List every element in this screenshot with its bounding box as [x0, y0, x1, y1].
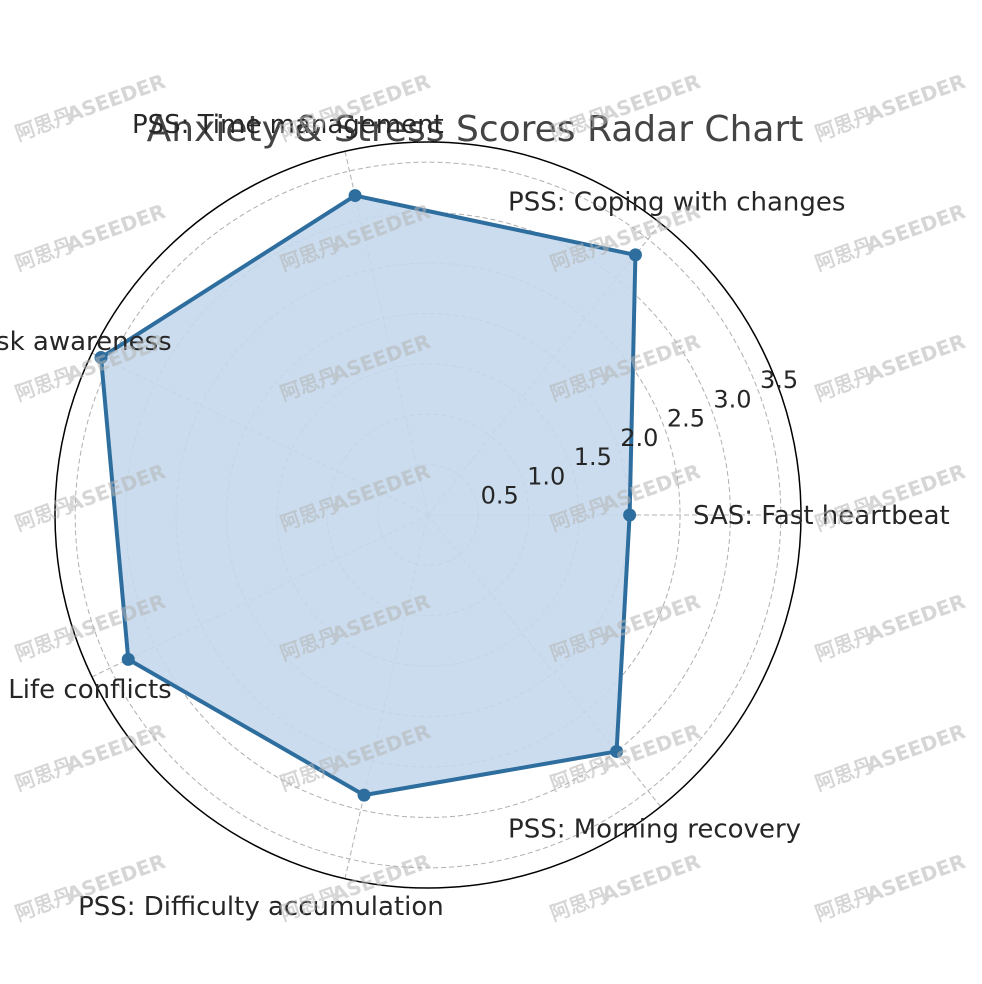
series-area [99, 193, 638, 798]
category-label: PSS: Morning recovery [508, 815, 801, 845]
data-point [623, 508, 637, 522]
radial-tick-labels: 0.5 1.0 1.5 2.0 2.5 3.0 3.5 [481, 366, 799, 510]
radial-tick-label: 2.5 [667, 405, 705, 433]
watermark-text: ASEEDER [64, 199, 169, 257]
watermark-text: ASEEDER [864, 849, 969, 907]
radial-tick-label: 0.5 [481, 482, 519, 510]
watermark-text: ASEEDER [864, 199, 969, 257]
watermark-text: ASEEDER [864, 719, 969, 777]
watermark-text: ASEEDER [864, 69, 969, 127]
data-point [121, 652, 135, 666]
watermark-text: ASEEDER [64, 719, 169, 777]
category-label: PSS: Difficulty accumulation [78, 892, 444, 922]
category-label: SAS: Fast heartbeat [693, 501, 950, 531]
outer-frame [54, 141, 802, 889]
watermark-text: ASEEDER [599, 849, 704, 907]
radial-tick-label: 2.0 [620, 424, 658, 452]
radial-tick-label: 1.5 [574, 443, 612, 471]
radar-data [94, 189, 642, 802]
radial-tick-label: 3.5 [760, 366, 798, 394]
watermark-text: ASEEDER [864, 589, 969, 647]
watermark-text: ASEEDER [864, 329, 969, 387]
data-point [348, 189, 362, 203]
category-label: PSS: Coping with changes [508, 187, 845, 217]
category-labels: SAS: Fast heartbeat PSS: Coping with chan… [0, 110, 950, 922]
category-label: PSS: Time management [132, 110, 444, 140]
data-point [610, 744, 624, 758]
chart-title: Anxiety & Stress Scores Radar Chart [147, 109, 804, 150]
data-point [357, 788, 371, 802]
category-label: PSS: Life conflicts [0, 675, 172, 705]
radial-tick-label: 1.0 [527, 462, 565, 490]
data-point [94, 351, 108, 365]
data-point [628, 248, 642, 262]
radial-tick-label: 3.0 [713, 385, 751, 413]
category-label: PSS: Task awareness [0, 327, 172, 357]
